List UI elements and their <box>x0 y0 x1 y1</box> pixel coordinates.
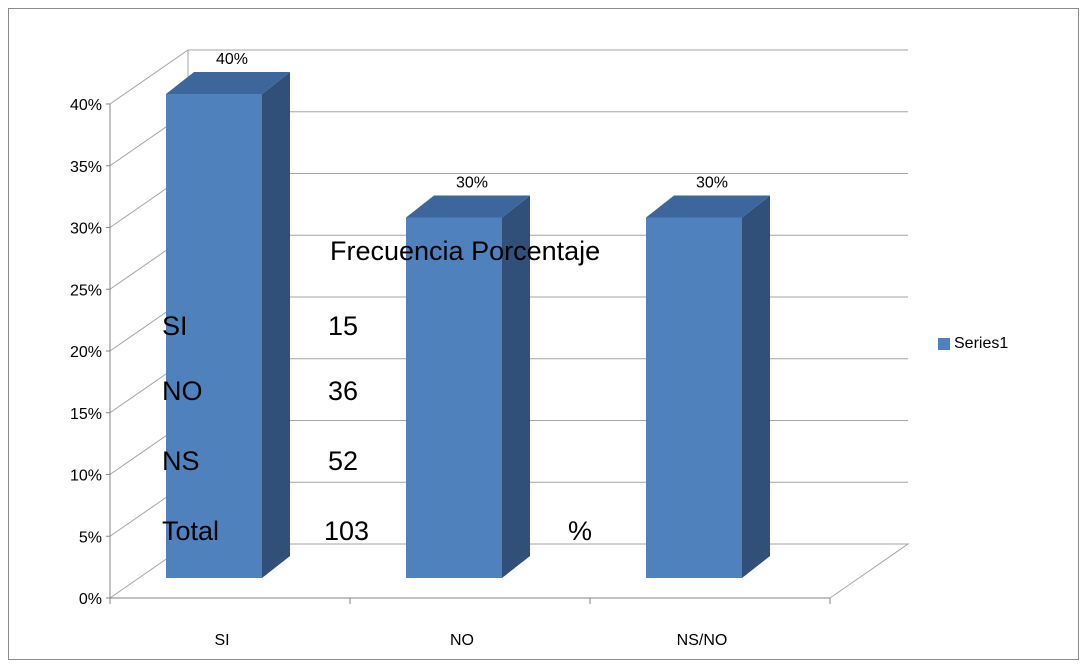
y-tick-label: 35% <box>70 159 102 176</box>
floor-outline <box>109 543 910 599</box>
bar-front-NO <box>406 217 502 578</box>
x-tick-label: NS/NO <box>677 632 728 649</box>
bar-front-SI <box>166 94 262 578</box>
bar-top-NS/NO <box>646 195 770 218</box>
data-label: 30% <box>696 175 728 192</box>
y-tick-label: 15% <box>70 406 102 423</box>
y-tick-label: 10% <box>70 468 102 485</box>
x-tick-label: SI <box>214 632 229 649</box>
bar-top-SI <box>166 72 290 94</box>
y-tick-label: 40% <box>70 97 102 114</box>
bar-side-SI <box>262 72 290 578</box>
y-tick-label: 20% <box>70 344 102 361</box>
data-label: 30% <box>456 175 488 192</box>
data-label: 40% <box>216 51 248 68</box>
y-tick-label: 0% <box>79 591 102 608</box>
x-tick-label: NO <box>450 632 474 649</box>
y-tick-label: 5% <box>79 529 102 546</box>
y-tick-label: 25% <box>70 282 102 299</box>
y-tick-label: 30% <box>70 221 102 238</box>
bar-top-NO <box>406 195 530 218</box>
bar-side-NS/NO <box>742 195 770 578</box>
gridline <box>109 49 908 105</box>
bar-side-NO <box>502 195 530 578</box>
bar-front-NS/NO <box>646 217 742 578</box>
